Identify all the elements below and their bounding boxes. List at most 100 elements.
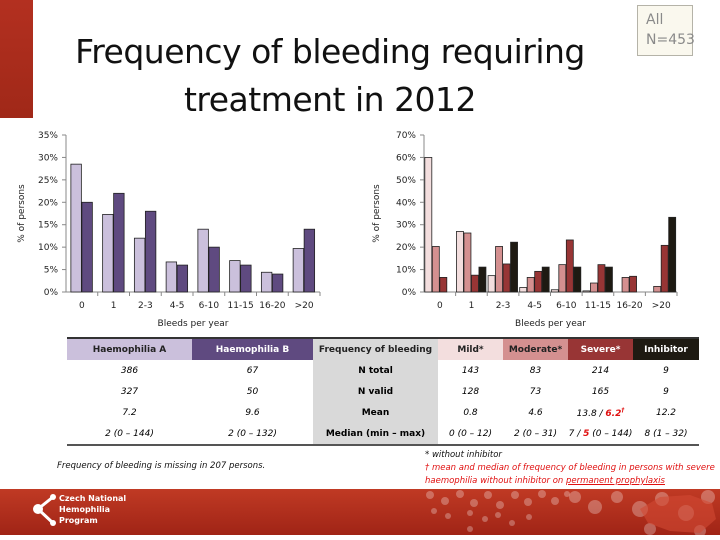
x-tick-label: 0: [437, 301, 443, 311]
bar-moderate: [431, 246, 440, 293]
cell-mild: 0.8: [463, 407, 478, 418]
severe-median-prophylaxis: 5: [583, 428, 590, 439]
logo-line-2: Hemophilia: [59, 505, 110, 514]
bar-mild: [456, 231, 464, 293]
bar-moderate: [590, 282, 598, 293]
cell-severe: 214: [591, 365, 610, 376]
bar-moderate: [558, 264, 567, 293]
footnotes: * without inhibitor † mean and median of…: [425, 449, 720, 488]
bar-inhibitor: [541, 266, 550, 293]
x-tick-label: 11-15: [228, 301, 254, 311]
y-tick-label: 30%: [396, 221, 416, 231]
bar-severe: [597, 264, 606, 293]
severe-mean-all: 13.8 /: [576, 408, 606, 419]
czech-map-shape: [640, 495, 716, 533]
bar-moderate: [653, 285, 662, 293]
bar-haemophilia-a: [292, 248, 305, 293]
bar-inhibitor: [510, 241, 518, 293]
footer-band: Czech National Hemophilia Program: [0, 489, 720, 535]
cell-moderate: 4.6: [528, 407, 543, 418]
table-row: 386 67 N total 143 83 214 9: [67, 360, 699, 381]
cell-severe: 13.8 / 6.2†: [568, 402, 633, 423]
stats-table: Haemophilia A Haemophilia B Frequency of…: [67, 337, 699, 446]
cell-haem-b: 2 (0 – 132): [228, 428, 277, 439]
y-tick-label: 15%: [38, 221, 58, 231]
cell-haem-a: 2 (0 – 144): [105, 428, 154, 439]
cell-mild: 0 (0 – 12): [448, 428, 492, 439]
x-tick-label: 2-3: [138, 301, 153, 311]
x-tick-label: 4-5: [170, 301, 185, 311]
logo-line-3: Program: [59, 516, 98, 525]
row-label: Median (min – max): [313, 423, 438, 445]
table-row: 2 (0 – 144) 2 (0 – 132) Median (min – ma…: [67, 423, 699, 445]
bar-haemophilia-a: [197, 228, 209, 293]
bar-mild: [424, 157, 433, 293]
y-axis-label: % of persons: [372, 184, 382, 243]
x-tick-label: 6-10: [556, 301, 577, 311]
bar-severe: [471, 274, 479, 293]
bar-moderate: [526, 277, 535, 293]
table-row: 7.2 9.6 Mean 0.8 4.6 13.8 / 6.2† 12.2: [67, 402, 699, 423]
bar-severe: [534, 270, 543, 293]
prophylaxis-link[interactable]: permanent prophylaxis: [566, 476, 665, 486]
title-line-2: treatment in 2012: [183, 80, 477, 119]
bar-haemophilia-b: [303, 228, 316, 293]
cell-inhibitor: 12.2: [655, 407, 677, 418]
page-title: Frequency of bleeding requiring treatmen…: [40, 28, 620, 124]
y-axis-label: % of persons: [17, 184, 27, 243]
badge-line-2: N=453: [646, 32, 695, 48]
y-tick-label: 20%: [38, 198, 58, 208]
x-tick-label: 6-10: [199, 301, 220, 311]
header-severe: Severe*: [568, 338, 633, 360]
bar-haemophilia-b: [144, 210, 157, 293]
y-tick-label: 25%: [38, 176, 58, 186]
table-header-row: Haemophilia A Haemophilia B Frequency of…: [67, 338, 699, 360]
bar-moderate: [463, 232, 472, 293]
row-label: N total: [313, 360, 438, 381]
footnote-dagger: † mean and median of frequency of bleedi…: [425, 462, 720, 488]
cell-haem-a: 386: [120, 365, 139, 376]
x-tick-label: 1: [469, 301, 475, 311]
x-tick-label: 4-5: [527, 301, 542, 311]
bar-inhibitor: [668, 216, 677, 293]
bar-haemophilia-a: [102, 213, 114, 293]
bar-moderate: [495, 246, 503, 293]
cell-haem-a: 7.2: [122, 407, 137, 418]
severe-median-all: 7 /: [568, 428, 584, 439]
sample-size-badge: All N=453: [637, 5, 695, 56]
header-haemophilia-b: Haemophilia B: [192, 338, 313, 360]
bar-moderate: [621, 277, 630, 293]
bar-haemophilia-b: [271, 273, 284, 293]
bar-severe: [565, 239, 574, 293]
header-mild: Mild*: [438, 338, 503, 360]
bar-haemophilia-b: [208, 246, 220, 293]
header-moderate: Moderate*: [503, 338, 568, 360]
bar-haemophilia-b: [240, 264, 252, 293]
program-logo-text: Czech National Hemophilia Program: [59, 493, 126, 526]
y-tick-label: 5%: [44, 266, 59, 276]
bar-inhibitor: [573, 266, 582, 293]
cell-moderate: 2 (0 – 31): [513, 428, 557, 439]
footnote-dagger-text: † mean and median of frequency of bleedi…: [425, 463, 715, 486]
accent-side-bar: [0, 0, 33, 118]
y-tick-label: 0%: [44, 288, 59, 298]
table-row: 327 50 N valid 128 73 165 9: [67, 381, 699, 402]
row-label: N valid: [313, 381, 438, 402]
x-tick-label: 11-15: [585, 301, 611, 311]
y-tick-label: 35%: [38, 131, 58, 141]
decorative-dots: [33, 490, 716, 535]
bar-severe: [502, 263, 511, 293]
cell-inhibitor: 8 (1 – 32): [644, 428, 688, 439]
title-line-1: Frequency of bleeding requiring: [75, 32, 585, 71]
footnote-star: * without inhibitor: [425, 450, 502, 460]
logo-line-1: Czech National: [59, 494, 127, 503]
chart-severity: 0% 10% 20% 30% 40% 50% 60% 70% 0 1 2-3 4-5 6-10 11-15…: [372, 131, 678, 329]
bar-haemophilia-b: [176, 264, 189, 293]
cell-severe: 165: [591, 386, 610, 397]
bar-severe: [629, 275, 637, 293]
bar-haemophilia-a: [70, 163, 82, 293]
y-tick-label: 60%: [396, 153, 416, 163]
y-tick-label: 0%: [402, 288, 417, 298]
badge-line-1: All: [646, 12, 664, 28]
x-tick-label: 2-3: [496, 301, 511, 311]
